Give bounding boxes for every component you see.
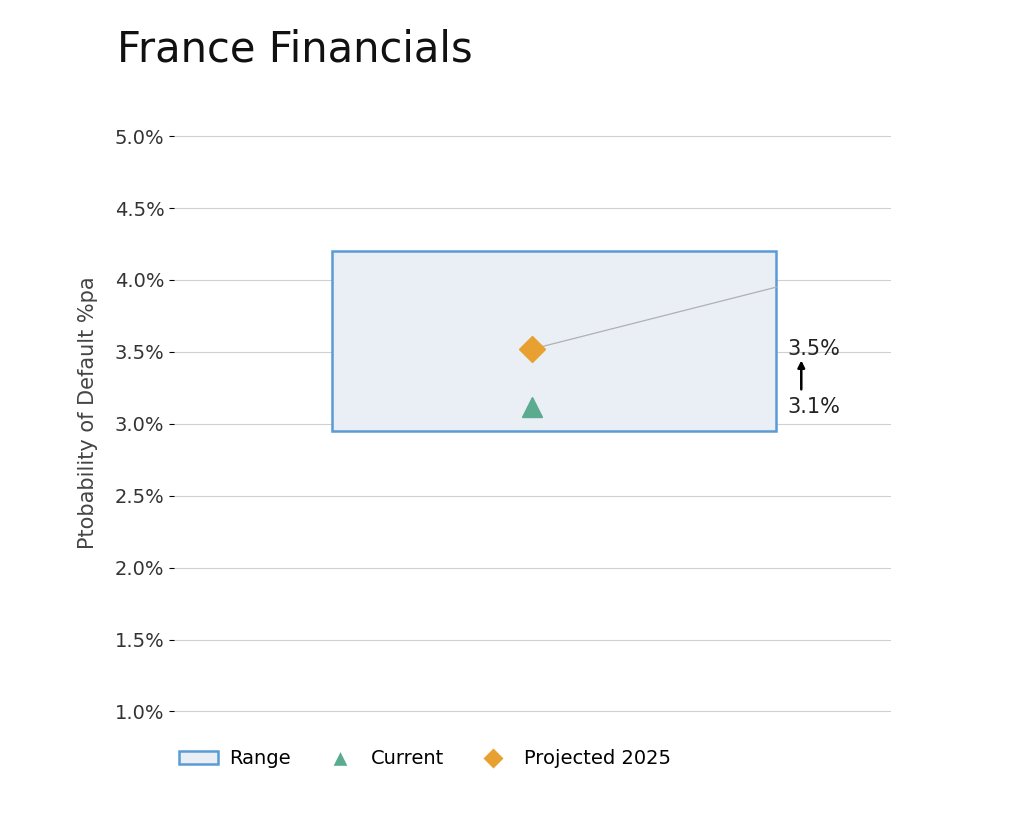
Legend: Range, Current, Projected 2025: Range, Current, Projected 2025 — [171, 742, 679, 776]
Text: 3.5%: 3.5% — [786, 339, 840, 359]
Y-axis label: Ptobability of Default %pa: Ptobability of Default %pa — [78, 277, 98, 549]
Bar — [332, 251, 776, 431]
Text: France Financials: France Financials — [117, 29, 472, 71]
Text: 3.1%: 3.1% — [786, 396, 840, 416]
